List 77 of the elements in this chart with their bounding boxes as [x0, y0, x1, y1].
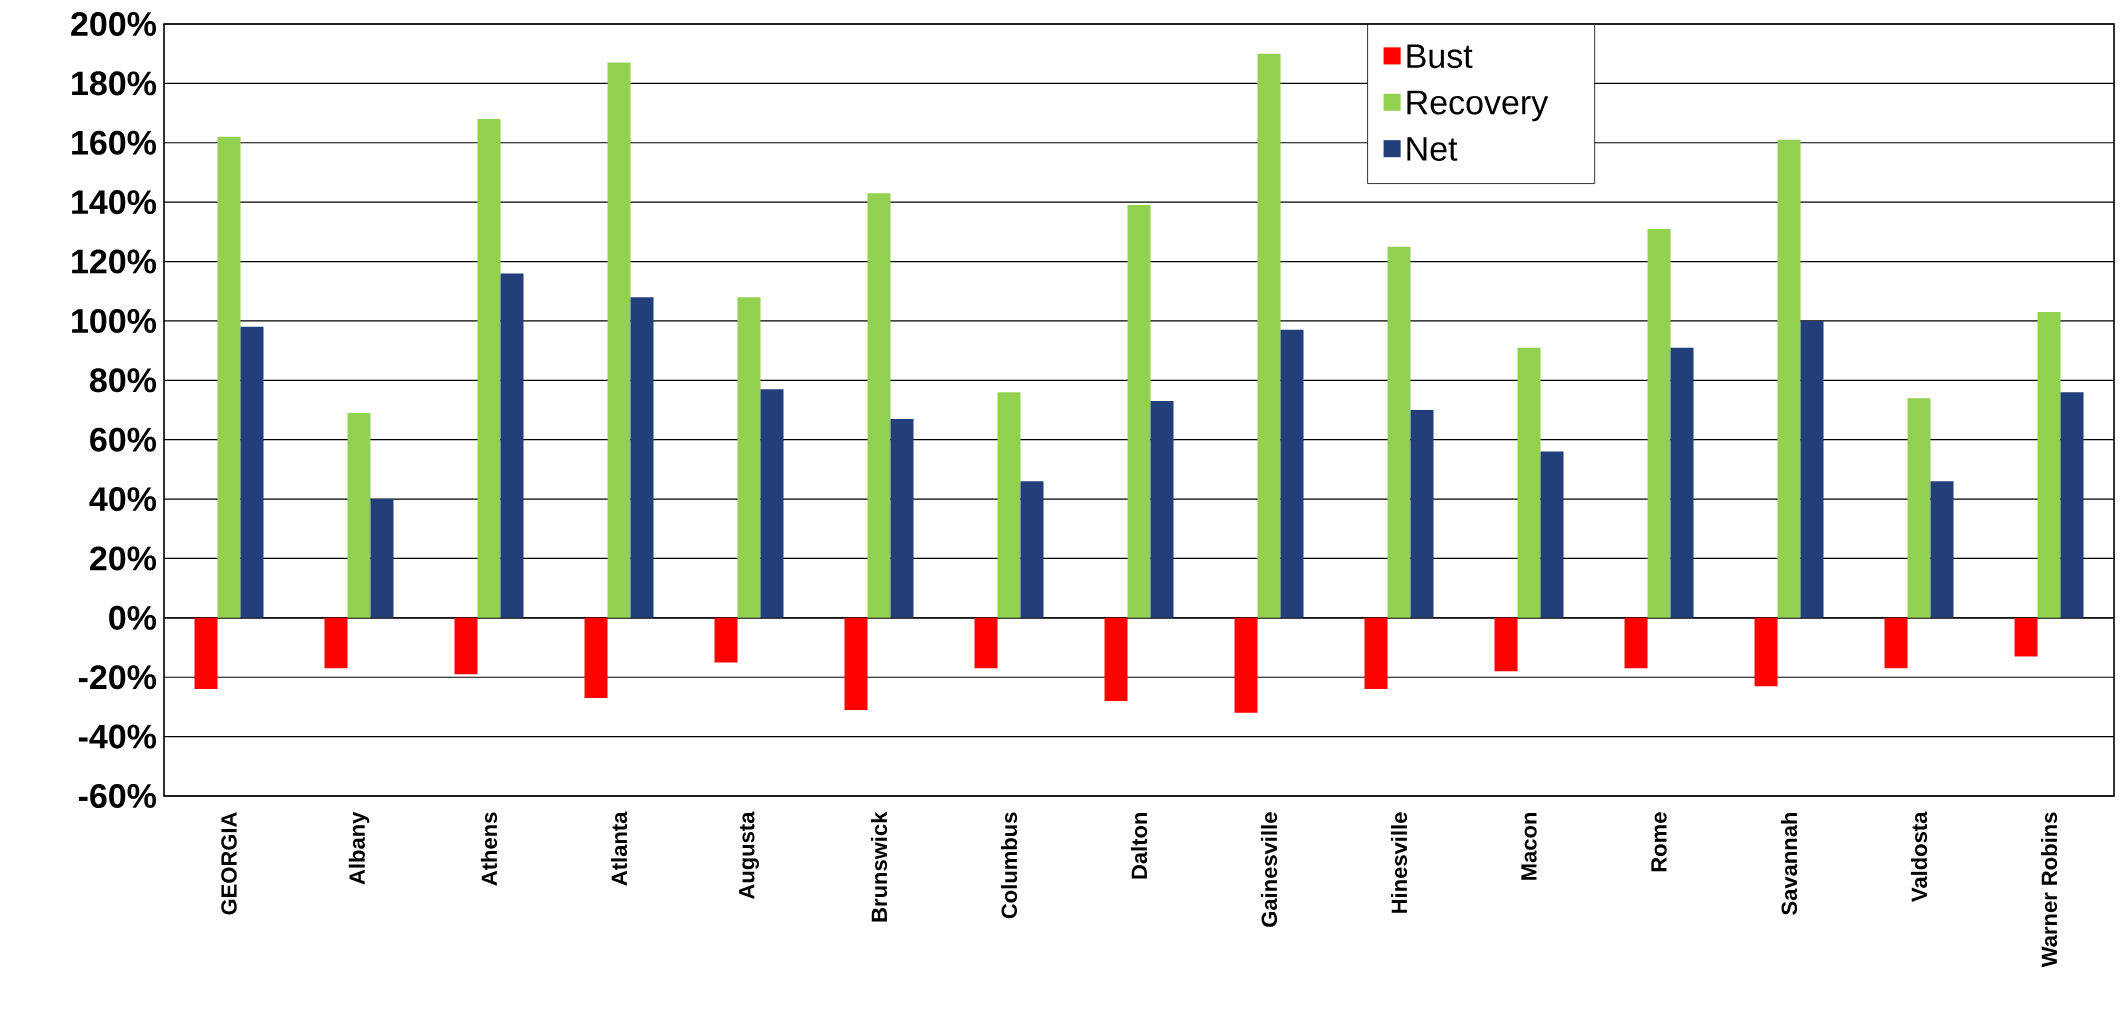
- x-tick-label: Augusta: [739, 811, 759, 900]
- bar: [1517, 347, 1541, 618]
- x-tick-label: Valdosta: [1910, 811, 1928, 902]
- bar: [890, 418, 914, 618]
- y-tick-label: 20%: [90, 546, 157, 571]
- bar: [477, 119, 501, 618]
- y-tick-label: -40%: [78, 724, 157, 749]
- bar: [997, 392, 1021, 618]
- bar: [1280, 329, 1304, 618]
- bar: [1234, 617, 1258, 713]
- bar: [1150, 401, 1174, 618]
- bar: [867, 193, 891, 618]
- bar: [1410, 410, 1434, 618]
- y-tick-label: 200%: [71, 11, 157, 37]
- x-tick-label: Macon: [1521, 812, 1537, 880]
- y-tick-label: -60%: [78, 783, 157, 809]
- bar: [454, 617, 478, 675]
- bar: [1647, 228, 1671, 618]
- bar: [1127, 205, 1151, 618]
- bar: [1670, 347, 1694, 618]
- y-tick-label: 180%: [72, 71, 157, 96]
- x-tick-label: Albany: [348, 811, 370, 885]
- bar: [1104, 617, 1128, 701]
- bar: [194, 617, 218, 690]
- x-tick-label: Warner Robins: [2040, 812, 2058, 968]
- bar: [714, 617, 738, 663]
- x-tick-label: Savannah: [1780, 812, 1798, 915]
- y-tick-label: 120%: [72, 249, 157, 274]
- bar: [2037, 312, 2061, 618]
- x-tick-label: Athens: [480, 812, 498, 886]
- bar: [217, 136, 241, 618]
- y-tick-label: 80%: [89, 368, 157, 393]
- bar: [324, 617, 348, 669]
- bar: [630, 297, 654, 618]
- x-tick-label: Columbus: [1000, 812, 1018, 919]
- bar: [370, 499, 394, 618]
- y-tick-label: -20%: [78, 665, 157, 690]
- bar: [1257, 53, 1281, 618]
- bar: [1540, 451, 1564, 618]
- y-tick-label: 0%: [109, 605, 157, 630]
- x-tick-label: Atlanta: [610, 811, 628, 886]
- bar: [1387, 246, 1411, 618]
- bar: [1930, 481, 1954, 618]
- bar: [1777, 139, 1801, 618]
- bar: [240, 326, 264, 618]
- y-tick-label: 100%: [72, 308, 157, 333]
- bar: [607, 62, 631, 618]
- bar: [1907, 398, 1931, 618]
- bar: [1754, 617, 1778, 687]
- x-tick-label: Rome: [1651, 812, 1667, 872]
- x-tick-label: Dalton: [1130, 812, 1148, 879]
- legend-label: Bust: [1407, 44, 1473, 69]
- bar: [974, 617, 998, 669]
- bar: [844, 617, 868, 710]
- x-tick-label: Gainesville: [1260, 812, 1278, 927]
- y-tick-label: 140%: [72, 190, 157, 215]
- bar: [347, 412, 371, 618]
- legend-label: Recovery: [1407, 90, 1549, 122]
- bar: [2014, 617, 2038, 657]
- bar: [1800, 320, 1824, 618]
- x-tick-label: Brunswick: [870, 811, 888, 922]
- x-tick-label: GEORGIA: [221, 812, 237, 915]
- y-tick-label: 60%: [90, 427, 157, 452]
- bar: [760, 389, 784, 618]
- x-tick-label: Hinesville: [1390, 812, 1408, 913]
- y-tick-label: 160%: [72, 130, 157, 155]
- bar: [500, 273, 524, 618]
- bar: [1364, 617, 1388, 690]
- bar: [1624, 617, 1648, 669]
- bar: [584, 617, 608, 699]
- y-tick-label: 40%: [89, 487, 157, 512]
- bar: [1020, 481, 1044, 618]
- bar: [2060, 392, 2084, 618]
- bar: [737, 297, 761, 618]
- bar: [1884, 617, 1908, 669]
- legend-label: Net: [1407, 137, 1458, 161]
- bar: [1494, 617, 1518, 672]
